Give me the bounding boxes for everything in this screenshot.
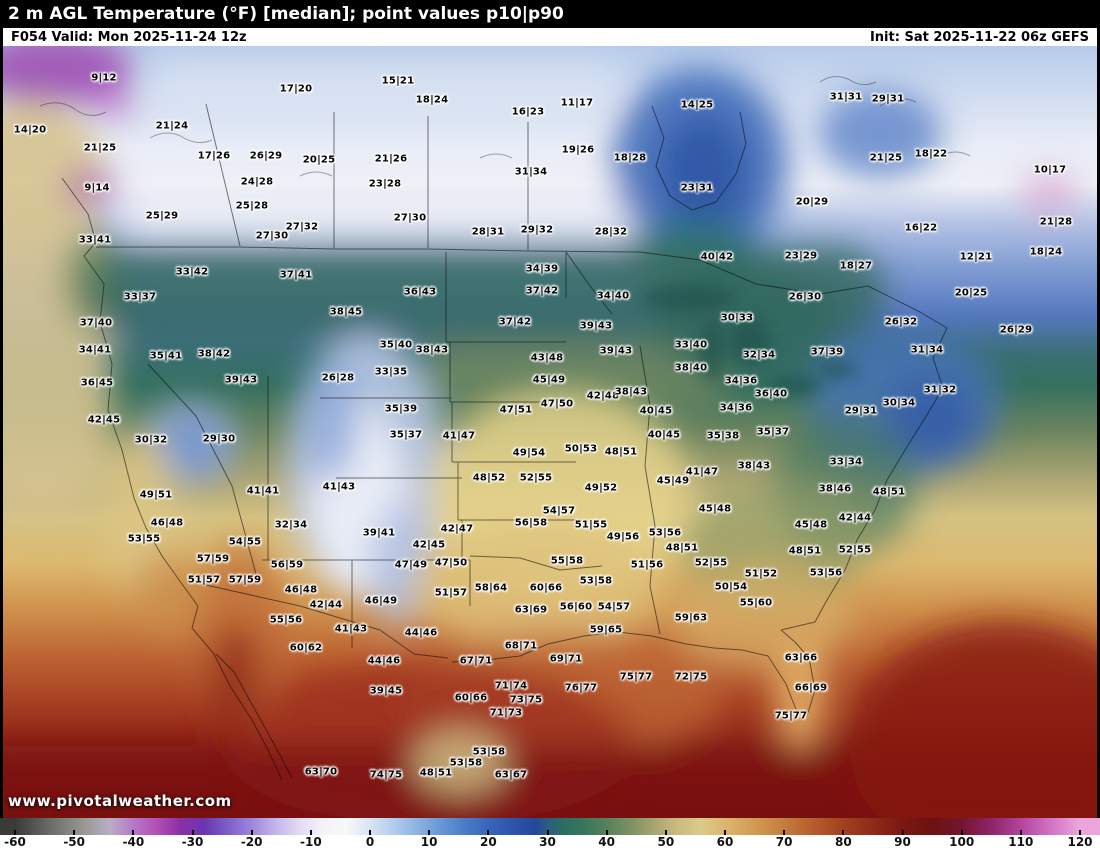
- colorbar-tick-mark: [1019, 830, 1022, 835]
- colorbar-tick-mark: [428, 830, 431, 835]
- pivotal-weather-logo: pivotal weather: [668, 814, 1084, 818]
- forecast-map[interactable]: pivotal weather: [0, 46, 1100, 818]
- colorbar-tick-mark: [664, 830, 667, 835]
- colorbar-tick-label: -40: [122, 835, 145, 849]
- colorbar-tick-label: 110: [1008, 835, 1034, 849]
- colorbar-tick-label: 10: [420, 835, 438, 849]
- colorbar-tick-mark: [724, 830, 726, 835]
- init-time-label: Init: Sat 2025-11-22 06z GEFS: [869, 29, 1089, 45]
- colorbar-tick-label: 60: [716, 835, 734, 849]
- colorbar-scale: -60 -50 -40 -30 -20 -10 0 10 20 30 40 50 60 70 80 90 100…: [0, 835, 1100, 850]
- colorbar-tick-label: 100: [949, 835, 975, 849]
- colorbar-tick-label: 20: [479, 835, 497, 849]
- colorbar-tick-mark: [309, 830, 312, 835]
- temperature-colorbar: [0, 818, 1100, 835]
- colorbar-tick-mark: [842, 830, 845, 835]
- colorbar-tick-label: 80: [834, 835, 852, 849]
- colorbar-tick-label: -50: [63, 835, 85, 849]
- boundary-lines: [61, 103, 948, 781]
- colorbar-tick-mark: [960, 830, 963, 835]
- colorbar-tick-label: 120: [1067, 835, 1093, 849]
- colorbar-tick-mark: [901, 830, 904, 835]
- colorbar-tick-label: 90: [894, 835, 911, 849]
- colorbar-tick-mark: [191, 830, 194, 835]
- colorbar-tick-mark: [546, 830, 549, 835]
- colorbar-tick-mark: [783, 830, 786, 835]
- valid-time-label: F054 Valid: Mon 2025-11-24 12z: [11, 29, 247, 45]
- terrain-contours: [39, 76, 971, 177]
- colorbar-tick-mark: [132, 830, 135, 835]
- temperature-field-background: [0, 46, 1100, 818]
- subheader-bar: F054 Valid: Mon 2025-11-24 12z Init: Sat…: [0, 28, 1100, 46]
- colorbar-tick-label: -10: [299, 835, 322, 849]
- colorbar-tick-label: -20: [240, 835, 263, 849]
- right-frame-border: [1097, 46, 1100, 818]
- left-frame-border: [0, 46, 3, 818]
- colorbar-tick-mark: [369, 830, 371, 835]
- colorbar-tick-mark: [1079, 830, 1081, 835]
- colorbar-tick-label: 0: [365, 835, 375, 849]
- colorbar-tick-label: -60: [4, 835, 26, 849]
- colorbar-tick-label: -30: [181, 835, 204, 849]
- colorbar-tick-mark: [14, 830, 16, 835]
- colorbar-tick-label: 30: [539, 835, 556, 849]
- colorbar-tick-label: 50: [657, 835, 675, 849]
- header-bar: 2 m AGL Temperature (°F) [median]; point…: [0, 0, 1100, 28]
- logo-word-pivotal: pivotal: [668, 814, 839, 818]
- colorbar-tick-label: 70: [775, 835, 793, 849]
- colorbar-tick-mark: [250, 830, 253, 835]
- colorbar-tick-mark: [605, 830, 608, 835]
- logo-word-weather: weather: [882, 814, 1084, 818]
- colorbar-tick-mark: [487, 830, 490, 835]
- colorbar-tick-label: 40: [598, 835, 616, 849]
- page-title: 2 m AGL Temperature (°F) [median]; point…: [8, 4, 564, 24]
- colorbar-tick-mark: [73, 830, 76, 835]
- watermark-url: www.pivotalweather.com: [8, 792, 232, 810]
- lakes: [642, 285, 858, 396]
